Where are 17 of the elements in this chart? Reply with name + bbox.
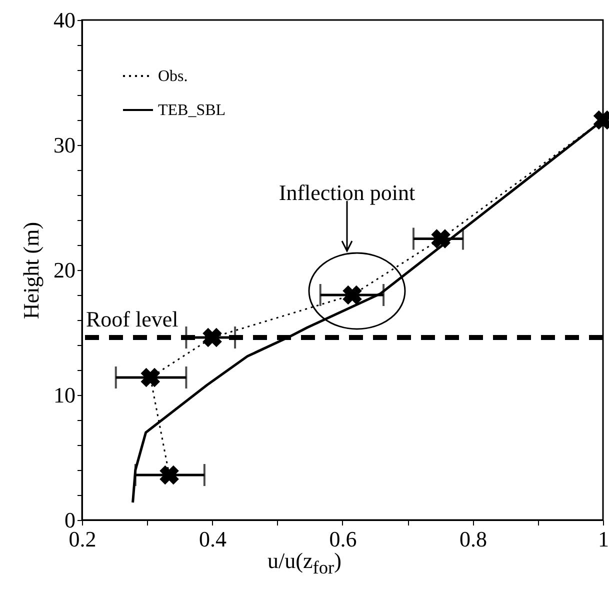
annotation: Inflection point bbox=[278, 180, 416, 205]
y-axis-title: Height (m) bbox=[18, 222, 44, 320]
legend-label: TEB_SBL bbox=[158, 102, 226, 119]
y-tick-label: 10 bbox=[54, 382, 76, 408]
point bbox=[140, 368, 160, 388]
point bbox=[431, 229, 450, 248]
point bbox=[202, 328, 222, 348]
point bbox=[160, 465, 179, 485]
y-tick-label: 20 bbox=[54, 258, 76, 282]
x-tick-label: 0.4 bbox=[199, 526, 226, 552]
x-tick-label: 1 bbox=[598, 526, 609, 552]
point bbox=[342, 285, 362, 305]
y-tick-label: 40 bbox=[54, 8, 76, 32]
x-tick-label: 0.8 bbox=[460, 526, 487, 552]
y-tick-label: 30 bbox=[54, 132, 76, 158]
ref-line-label: Roof level bbox=[86, 306, 178, 332]
legend-label: Obs. bbox=[158, 68, 188, 85]
